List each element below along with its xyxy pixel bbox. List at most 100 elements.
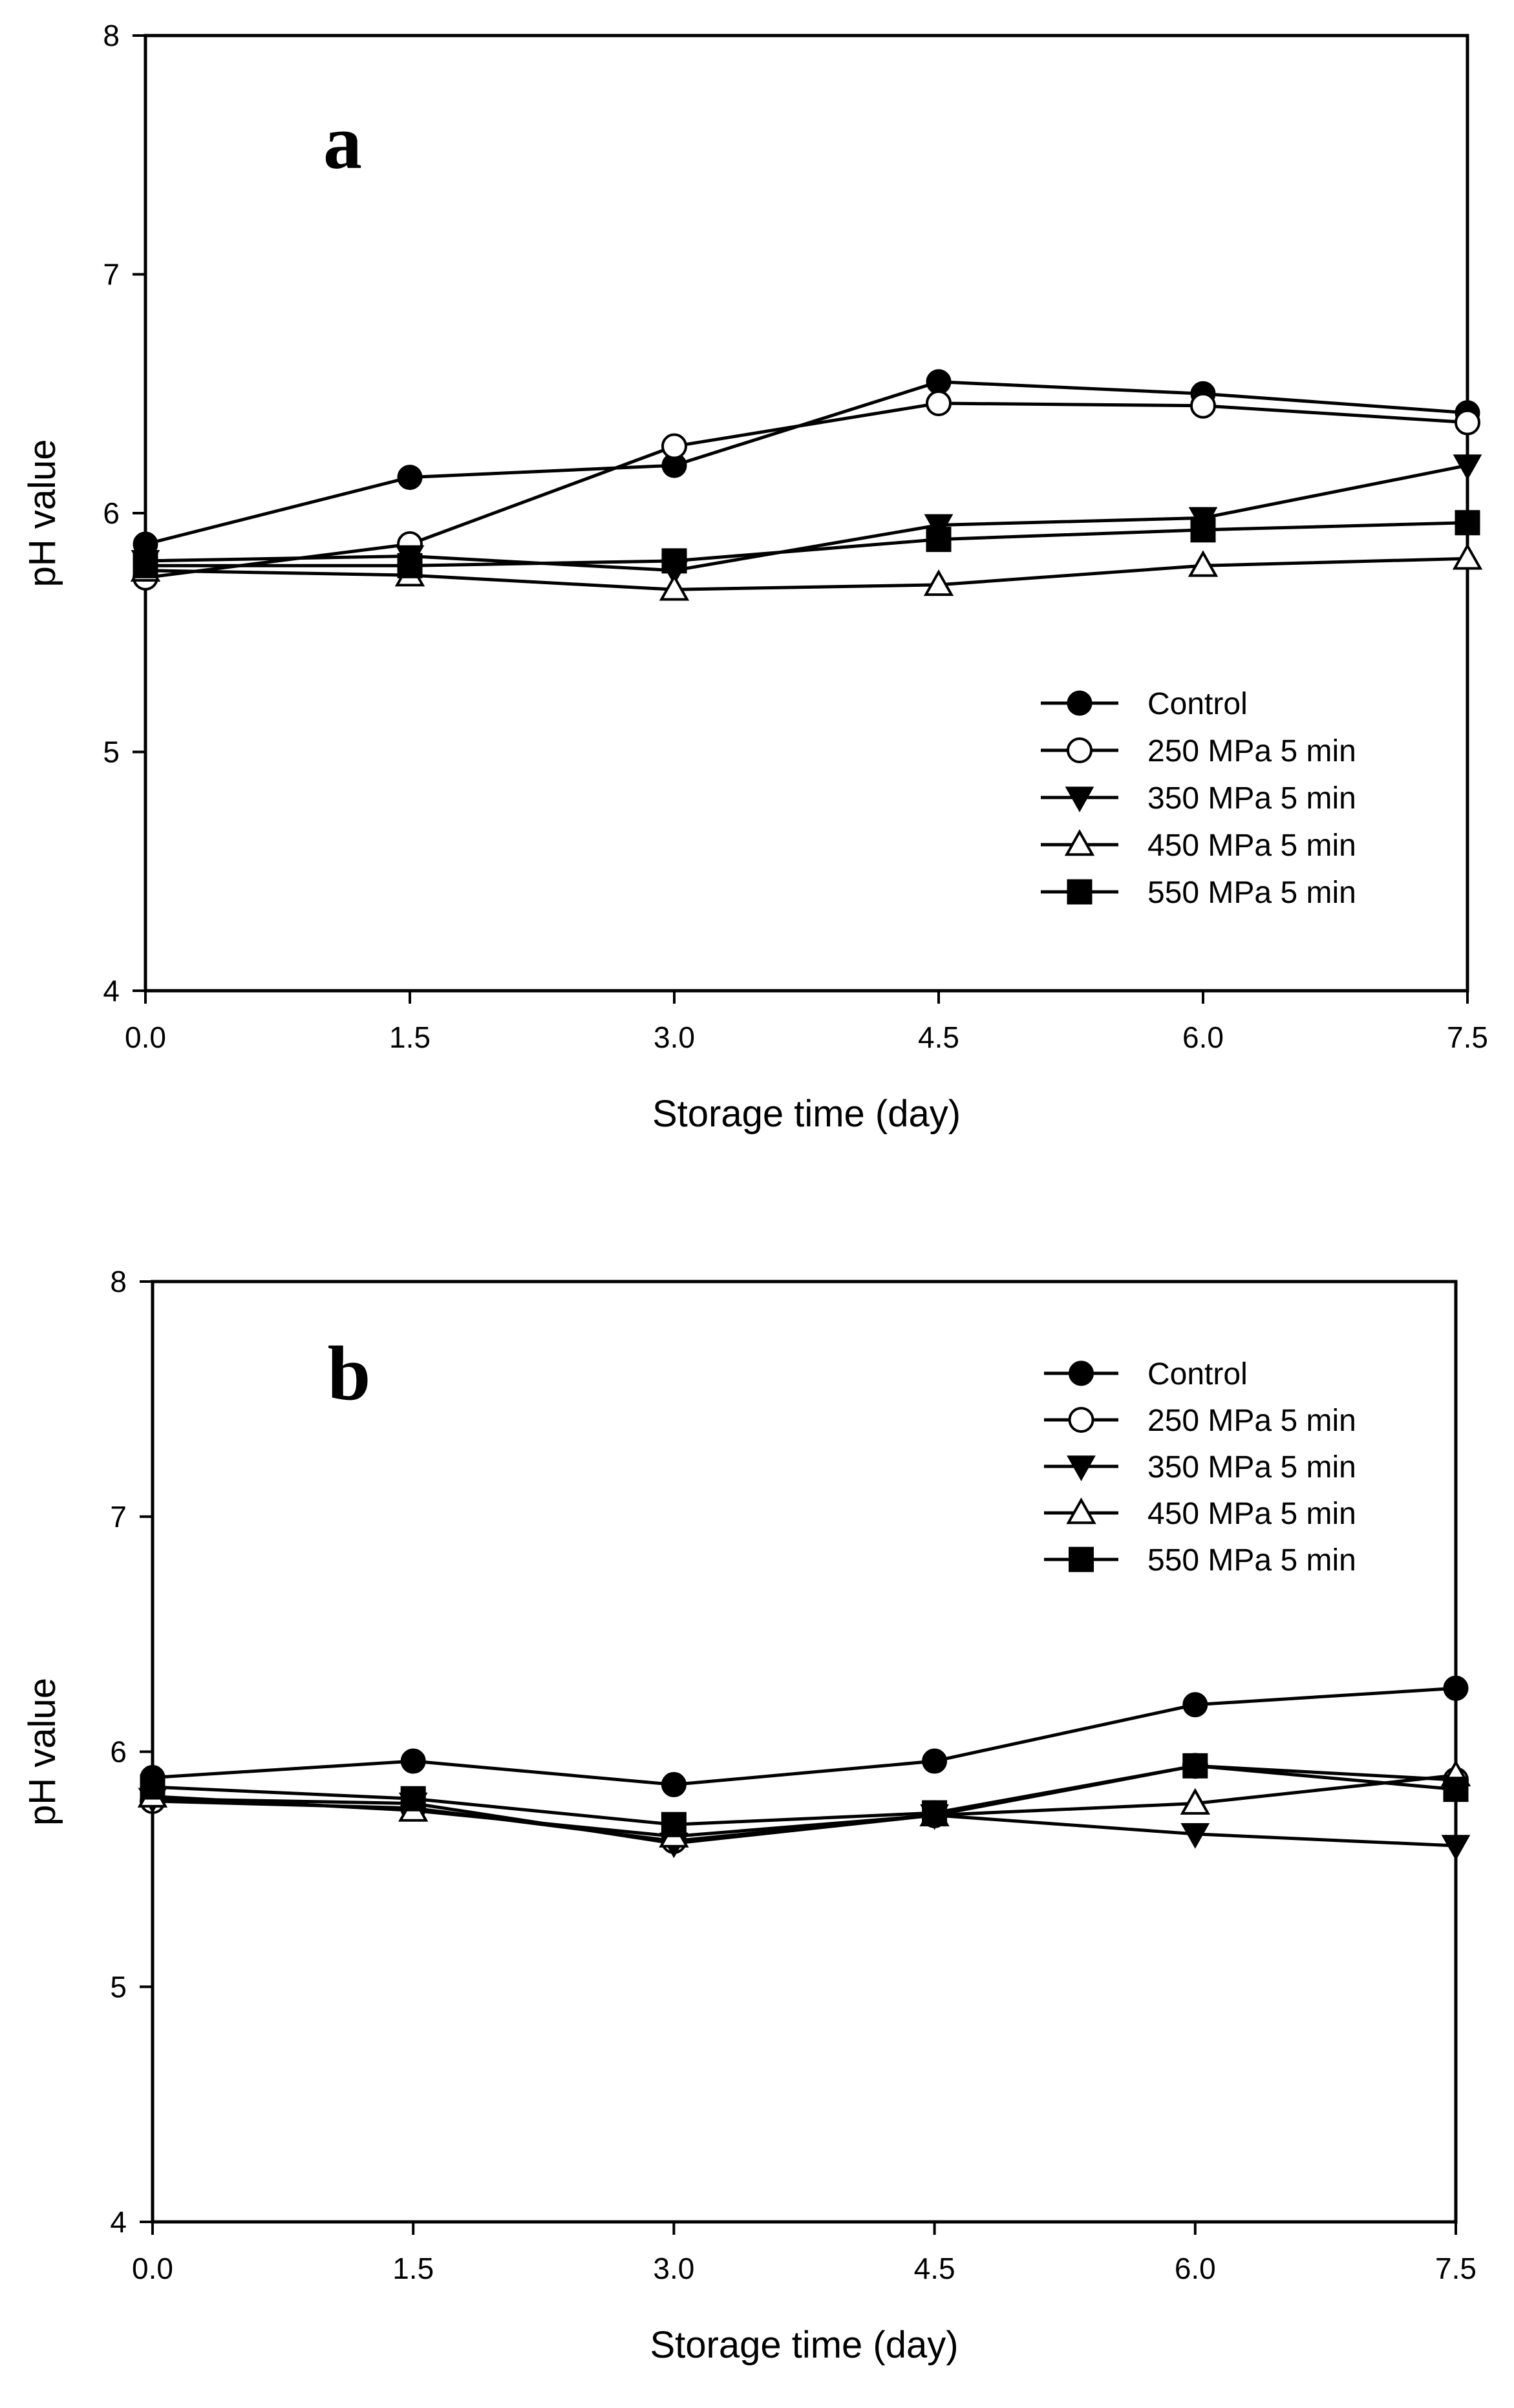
x-tick-label: 6.0 bbox=[1182, 1020, 1224, 1054]
legend: Control 250 MPa 5 min 350 MPa 5 min 450 MPa… bbox=[1044, 1357, 1356, 1578]
data-point bbox=[661, 433, 687, 459]
data-point bbox=[1455, 409, 1480, 436]
x-axis-title: Storage time (day) bbox=[650, 2324, 958, 2366]
y-tick-label: 7 bbox=[110, 1500, 127, 1534]
y-axis-title: pH value bbox=[21, 1678, 63, 1826]
y-tick-label: 6 bbox=[103, 496, 120, 530]
legend-marker bbox=[1064, 829, 1095, 856]
legend-item: 550 MPa 5 min bbox=[1044, 1543, 1356, 1578]
data-point bbox=[922, 1748, 948, 1774]
legend-marker bbox=[1069, 1547, 1094, 1572]
legend-item: 250 MPa 5 min bbox=[1041, 734, 1356, 768]
panel-label: b bbox=[328, 1330, 371, 1416]
legend-item: 350 MPa 5 min bbox=[1041, 781, 1356, 816]
data-point bbox=[1190, 392, 1216, 419]
legend-item: 550 MPa 5 min bbox=[1041, 876, 1356, 910]
data-point bbox=[1182, 1692, 1208, 1718]
x-tick-label: 3.0 bbox=[654, 1020, 695, 1054]
x-tick-label: 3.0 bbox=[653, 2252, 694, 2285]
legend-item: 450 MPa 5 min bbox=[1044, 1497, 1356, 1531]
data-point bbox=[1190, 517, 1216, 543]
data-point bbox=[1453, 454, 1482, 480]
legend-label: Control bbox=[1147, 687, 1248, 721]
legend-label: 550 MPa 5 min bbox=[1147, 1543, 1356, 1578]
data-point bbox=[926, 527, 952, 553]
y-axis-title: pH value bbox=[21, 439, 63, 587]
data-point bbox=[1443, 1675, 1469, 1701]
series-line bbox=[152, 1686, 1456, 1786]
chart-panel-b: 0.0 1.5 3.0 4.5 6.0 7.5 4 5 6 7 8 Storage time (day… bbox=[21, 1265, 1477, 2366]
series-line bbox=[152, 1797, 1456, 1848]
data-point bbox=[1455, 510, 1480, 536]
series-350-mpa-5-min bbox=[138, 1788, 1471, 1861]
legend-label: 550 MPa 5 min bbox=[1147, 876, 1356, 910]
series-450-mpa-5-min bbox=[137, 1760, 1471, 1848]
series-550-mpa-5-min bbox=[133, 510, 1480, 578]
data-point bbox=[133, 553, 158, 578]
legend-label: 350 MPa 5 min bbox=[1147, 781, 1356, 816]
series-control bbox=[140, 1675, 1469, 1797]
y-tick-label: 4 bbox=[103, 974, 120, 1008]
y-tick-label: 8 bbox=[103, 19, 120, 52]
data-point bbox=[661, 1811, 687, 1837]
x-tick-label: 7.5 bbox=[1435, 2252, 1477, 2285]
legend-marker bbox=[1069, 1360, 1094, 1386]
series-250-mpa-5-min bbox=[133, 390, 1480, 591]
legend-item: 250 MPa 5 min bbox=[1044, 1404, 1356, 1438]
legend-marker bbox=[1067, 879, 1093, 905]
legend-marker bbox=[1068, 1407, 1094, 1433]
legend: Control 250 MPa 5 min 350 MPa 5 min 450 MPa… bbox=[1041, 687, 1356, 910]
data-point bbox=[661, 548, 687, 574]
x-tick-label: 0.0 bbox=[132, 2252, 173, 2285]
panel-label: a bbox=[323, 99, 362, 185]
x-tick-label: 1.5 bbox=[389, 1020, 431, 1054]
series-line bbox=[145, 401, 1468, 580]
legend-label: 250 MPa 5 min bbox=[1147, 1404, 1356, 1438]
data-point bbox=[1188, 550, 1219, 577]
x-tick-label: 6.0 bbox=[1175, 2252, 1216, 2285]
x-axis-title: Storage time (day) bbox=[652, 1093, 961, 1135]
x-tick-label: 7.5 bbox=[1447, 1020, 1488, 1054]
data-point bbox=[922, 1800, 948, 1826]
series-line bbox=[145, 521, 1468, 567]
legend-label: 450 MPa 5 min bbox=[1147, 1497, 1356, 1531]
data-point bbox=[140, 1774, 165, 1800]
x-tick-label: 1.5 bbox=[392, 2252, 434, 2285]
x-tick-label: 4.5 bbox=[914, 2252, 955, 2285]
y-tick-label: 6 bbox=[110, 1735, 127, 1769]
legend-label: 250 MPa 5 min bbox=[1147, 734, 1356, 768]
data-point bbox=[397, 553, 423, 578]
y-tick-label: 8 bbox=[110, 1265, 127, 1298]
series-line bbox=[145, 380, 1468, 546]
series-line bbox=[152, 1764, 1456, 1826]
data-point bbox=[926, 390, 952, 417]
data-point bbox=[1452, 543, 1483, 570]
data-point bbox=[923, 569, 954, 597]
data-point bbox=[1182, 1753, 1208, 1779]
data-point bbox=[659, 574, 690, 601]
legend-marker bbox=[1067, 1455, 1096, 1481]
series-line bbox=[145, 463, 1468, 573]
data-point bbox=[1443, 1777, 1469, 1802]
legend-label: 450 MPa 5 min bbox=[1147, 829, 1356, 863]
y-tick-label: 5 bbox=[110, 1970, 127, 2003]
legend-label: Control bbox=[1147, 1357, 1248, 1391]
data-point bbox=[1180, 1788, 1211, 1815]
legend-item: Control bbox=[1041, 687, 1248, 721]
data-point bbox=[1180, 1823, 1210, 1849]
y-tick-label: 4 bbox=[110, 2205, 127, 2239]
legend-item: 350 MPa 5 min bbox=[1044, 1450, 1356, 1484]
legend-marker bbox=[1067, 737, 1093, 763]
data-point bbox=[400, 1748, 426, 1774]
legend-marker bbox=[1067, 690, 1093, 716]
legend-marker bbox=[1066, 1497, 1096, 1525]
data-point bbox=[1441, 1835, 1471, 1861]
legend-label: 350 MPa 5 min bbox=[1147, 1450, 1356, 1484]
data-point bbox=[400, 1786, 426, 1811]
legend-marker bbox=[1065, 787, 1094, 812]
x-tick-label: 4.5 bbox=[918, 1020, 959, 1054]
data-point bbox=[661, 1771, 687, 1797]
chart-panel-a: 0.0 1.5 3.0 4.5 6.0 7.5 4 5 6 7 8 Storage time (day… bbox=[21, 19, 1488, 1135]
legend-item: Control bbox=[1044, 1357, 1248, 1391]
